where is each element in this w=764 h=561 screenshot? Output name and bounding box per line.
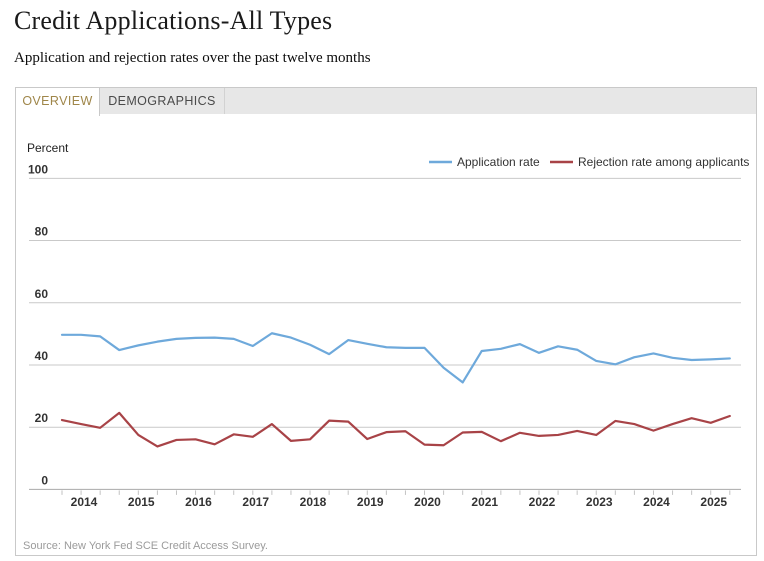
- rejection-rate-line[interactable]: [60, 411, 731, 448]
- y-tick-label: 20: [35, 411, 49, 425]
- x-tick-label: 2016: [185, 495, 212, 509]
- y-tick-label: 0: [41, 473, 48, 487]
- application-rate-line[interactable]: [60, 332, 731, 384]
- x-tick-label: 2022: [529, 495, 556, 509]
- y-tick-label: 100: [28, 162, 48, 176]
- x-tick-label: 2015: [128, 495, 155, 509]
- y-tick-label: 60: [35, 287, 49, 301]
- x-tick-label: 2019: [357, 495, 384, 509]
- tab-bar: OVERVIEW DEMOGRAPHICS: [15, 87, 757, 116]
- source-note: Source: New York Fed SCE Credit Access S…: [23, 540, 268, 552]
- page-subtitle: Application and rejection rates over the…: [14, 50, 371, 66]
- x-tick-label: 2025: [700, 495, 727, 509]
- y-tick-label: 80: [35, 225, 49, 239]
- tab-overview[interactable]: OVERVIEW: [16, 88, 100, 116]
- x-tick-label: 2014: [71, 495, 98, 509]
- x-tick-label: 2017: [242, 495, 269, 509]
- x-tick-label: 2023: [586, 495, 613, 509]
- chart-panel: 0 20 40 60 80 100 Percent 2014 2015 2016 2017 2018 2…: [15, 87, 757, 556]
- y-tick-label: 40: [35, 349, 49, 363]
- x-tick-label: 2024: [643, 495, 670, 509]
- tab-demographics[interactable]: DEMOGRAPHICS: [100, 88, 225, 114]
- x-tick-label: 2018: [300, 495, 327, 509]
- line-chart[interactable]: 0 20 40 60 80 100 Percent 2014 2015 2016 2017 2018 2…: [16, 114, 756, 516]
- legend-label: Application rate: [457, 155, 540, 169]
- legend-label: Rejection rate among applicants: [578, 155, 749, 169]
- x-tick-label: 2021: [471, 495, 498, 509]
- x-tick-label: 2020: [414, 495, 441, 509]
- y-axis-unit-label: Percent: [27, 141, 69, 155]
- chart-area[interactable]: 0 20 40 60 80 100 Percent 2014 2015 2016 2017 2018 2…: [16, 114, 756, 516]
- page-title: Credit Applications-All Types: [14, 6, 333, 35]
